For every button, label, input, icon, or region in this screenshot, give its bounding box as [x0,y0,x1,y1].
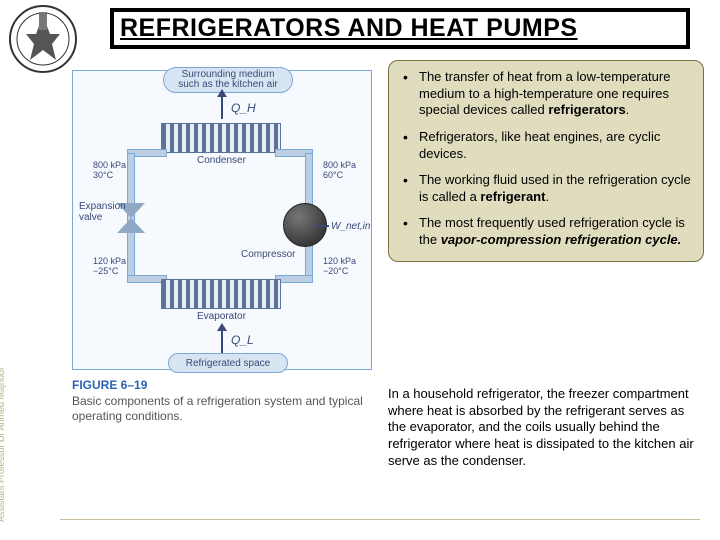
key-points-box: The transfer of heat from a low-temperat… [388,60,704,262]
explanatory-paragraph: In a household refrigerator, the freezer… [388,386,704,469]
wnet-label: W_net,in [331,221,370,232]
bullet-text: The working fluid used in the refrigerat… [419,172,691,204]
ql-label: Q_L [231,333,254,347]
page-title: REFRIGERATORS AND HEAT PUMPS [120,14,578,42]
figure-caption-text: Basic components of a refrigeration syst… [72,394,372,424]
state-bot-left: 120 kPa−25°C [93,257,126,277]
evaporator-label: Evaporator [197,311,246,322]
bullet-item: The transfer of heat from a low-temperat… [399,69,693,119]
figure-number: FIGURE 6–19 [72,378,372,392]
ql-arrow [221,329,223,353]
bullet-text: Refrigerators, like heat engines, are cy… [419,129,660,161]
condenser-coil [161,123,281,153]
footer-divider [60,519,700,520]
evaporator-coil [161,279,281,309]
figure-caption-block: FIGURE 6–19 Basic components of a refrig… [72,378,372,424]
expansion-valve-label: Expansionvalve [79,201,119,223]
compressor-label: Compressor [241,249,295,260]
condenser-label: Condenser [197,155,246,166]
refrigerated-space-label: Refrigerated space [168,353,288,373]
bullet-item: The working fluid used in the refrigerat… [399,172,693,205]
surrounding-medium-label: Surrounding mediumsuch as the kitchen ai… [163,67,293,93]
state-top-right: 800 kPa60°C [323,161,356,181]
diagram-frame: Surrounding mediumsuch as the kitchen ai… [72,70,372,370]
bullet-item: Refrigerators, like heat engines, are cy… [399,129,693,162]
bullet-item: The most frequently used refrigeration c… [399,215,693,248]
institution-logo [8,4,78,74]
page-title-band: REFRIGERATORS AND HEAT PUMPS [110,8,690,49]
state-bot-right: 120 kPa−20°C [323,257,356,277]
side-credit-label: Thermodynamics IIAssistant Professor Dr … [0,368,6,522]
bullet-bold: refrigerant [480,189,545,204]
bullet-emph: vapor-compression refrigeration cycle. [441,232,682,247]
state-top-left: 800 kPa30°C [93,161,126,181]
bullet-bold: refrigerators [548,102,625,117]
qh-arrow [221,95,223,119]
refrigeration-cycle-diagram: Surrounding mediumsuch as the kitchen ai… [72,70,372,424]
qh-label: Q_H [231,101,256,115]
bullet-text: The transfer of heat from a low-temperat… [419,69,670,117]
